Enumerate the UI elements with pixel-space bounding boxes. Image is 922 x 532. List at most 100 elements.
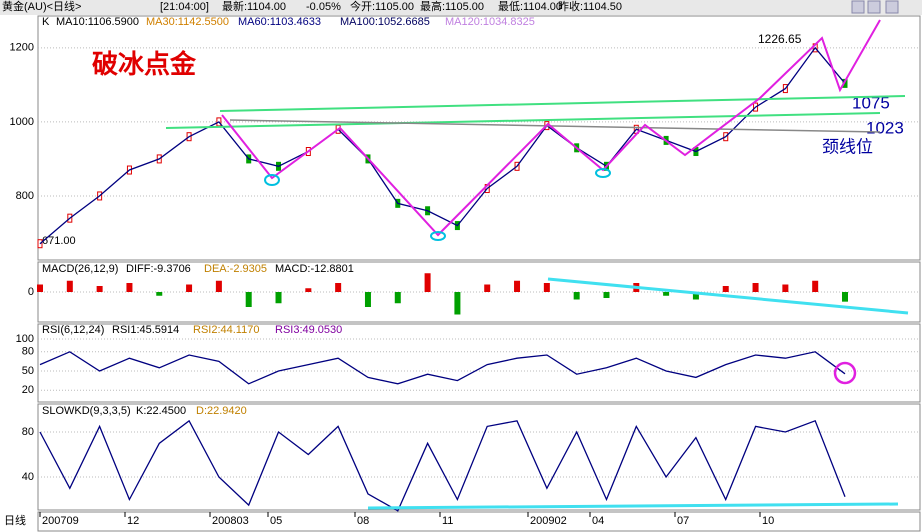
neck-label: 颈线位: [822, 137, 873, 156]
macd-bar: [514, 280, 521, 292]
maximize-button[interactable]: [885, 0, 899, 14]
x-tick-label: 200709: [42, 515, 79, 527]
header-field: 最高:1105.00: [420, 0, 484, 13]
macd-diff: DIFF:-9.3706: [126, 263, 191, 275]
y-tick-label: 20: [22, 384, 34, 396]
ma-legend: MA10:1106.5900 MA30:1142.5500 MA60:1103.46…: [56, 16, 535, 28]
x-tick-label: 200902: [530, 515, 567, 527]
kd-panel: [37, 403, 921, 511]
macd-bar: [126, 283, 133, 292]
macd-bar: [305, 288, 312, 292]
macd-bar: [424, 273, 431, 292]
title: 破冰点金: [92, 49, 197, 79]
macd-dea: DEA:-2.9305: [204, 263, 267, 275]
macd-bar: [603, 292, 610, 298]
y-tick-label: 50: [22, 365, 34, 377]
x-tick-label: 08: [357, 515, 369, 527]
x-tick-label: 07: [677, 515, 689, 527]
header-field: 最低:1104.00: [498, 0, 562, 13]
header-field: 今开:1105.00: [350, 0, 414, 13]
y-tick-label: 1200: [10, 42, 34, 54]
annotations: [165, 19, 909, 510]
main-label: K: [42, 16, 50, 28]
macd-bar: [692, 292, 699, 300]
marker-2: [430, 231, 446, 241]
y-tick-label: 800: [16, 190, 34, 202]
ma-label: MA120:1034.8325: [445, 16, 535, 28]
kd-line: [39, 419, 846, 512]
price-candle: [37, 239, 43, 249]
macd-bar: [245, 292, 252, 307]
kd-d: D:22.9420: [196, 405, 247, 417]
marker-1: [264, 174, 280, 186]
macd-bar: [96, 286, 103, 292]
y-tick-label: 40: [22, 471, 34, 483]
header-fields: 最新:1104.00 -0.05% 今开:1105.00 最高:1105.00 最低:1…: [222, 0, 622, 13]
ma-label: MA60:1103.4633: [238, 16, 321, 28]
level-1023: 1023: [866, 118, 904, 137]
macd-divergence: [547, 277, 909, 315]
kd-support: [367, 502, 899, 510]
x-tick-label: 200803: [212, 515, 249, 527]
marker-3: [595, 168, 611, 178]
macd-bar: [66, 280, 73, 292]
y-tick-label: 1000: [10, 116, 34, 128]
rsi-panel: [37, 323, 921, 403]
x-tick-label: 12: [127, 515, 139, 527]
header-field: -0.05%: [306, 1, 341, 13]
y-tick-label: 80: [22, 346, 34, 358]
macd-value: MACD:-12.8801: [275, 263, 354, 275]
x-tick-label: 04: [592, 515, 604, 527]
neckline-upper: [219, 95, 906, 112]
level-1075: 1075: [852, 93, 890, 112]
ma-label: MA10:1106.5900: [56, 16, 139, 28]
macd-bar: [186, 284, 193, 292]
x-axis-bar: [37, 511, 921, 532]
macd-bar: [752, 283, 759, 292]
rsi-line: [39, 351, 846, 385]
kd-k: K:22.4500: [136, 405, 186, 417]
x-tick-label: 10: [762, 515, 774, 527]
macd-bar: [37, 284, 43, 292]
neckline-lower: [165, 112, 881, 129]
macd-bar: [782, 284, 789, 292]
macd-bar: [215, 280, 222, 292]
header-bar: [0, 0, 922, 15]
rsi-label: RSI(6,12,24): [42, 324, 104, 336]
x-tick-label: 05: [270, 515, 282, 527]
zigzag: [221, 19, 881, 237]
macd-bar: [812, 280, 819, 292]
macd-label: MACD(26,12,9): [42, 263, 118, 275]
price-line: [39, 46, 846, 245]
macd-bar: [484, 284, 491, 292]
macd-bar: [842, 292, 848, 302]
trend-line: [229, 119, 881, 133]
main-panel: [37, 15, 921, 261]
rsi1: RSI1:45.5914: [112, 324, 179, 336]
x-tick-label: 11: [442, 515, 453, 527]
y-tick-label: 80: [22, 426, 34, 438]
y-tick-label: 0: [28, 286, 34, 298]
header-field: 最新:1104.00: [222, 0, 286, 13]
macd-bar: [573, 292, 580, 300]
ma-label: MA100:1052.6685: [340, 16, 430, 28]
y-tick-label: 100: [16, 333, 34, 345]
high-label: 1226.65: [758, 32, 802, 46]
macd-bar: [275, 292, 282, 304]
rsi2: RSI2:44.1170: [193, 324, 259, 336]
prev-button[interactable]: [851, 0, 865, 14]
macd-bar: [454, 292, 461, 315]
ma-label: MA30:1142.5500: [146, 16, 229, 28]
symbol: 黄金(AU)<日线>: [2, 0, 81, 13]
macd-bar: [335, 283, 342, 292]
rsi3: RSI3:49.0530: [275, 324, 342, 336]
next-button[interactable]: [867, 0, 881, 14]
macd-bar: [543, 283, 550, 292]
low-label: 671.00: [42, 235, 76, 247]
macd-bar: [663, 292, 670, 296]
kd-label: SLOWKD(9,3,3,5): [42, 405, 131, 417]
macd-bar: [156, 292, 163, 296]
header-field: 昨收:1104.50: [558, 0, 622, 13]
